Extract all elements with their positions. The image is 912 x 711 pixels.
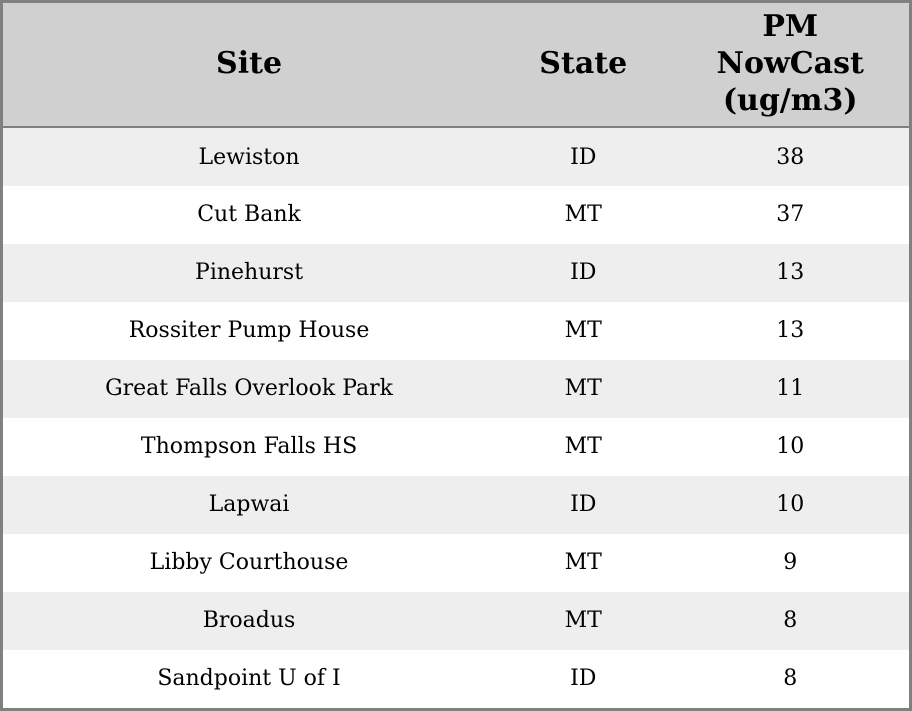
site-cell: Broadus xyxy=(202,608,296,634)
table-row: Broadus MT 8 xyxy=(1,591,911,650)
header-row: Site State PM NowCast (ug/m3) xyxy=(1,1,911,128)
pm-nowcast-cell: 11 xyxy=(776,376,805,402)
site-cell: Libby Courthouse xyxy=(149,550,349,576)
table-row: Lapwai ID 10 xyxy=(1,475,911,534)
site-cell: Pinehurst xyxy=(195,260,304,286)
table-row: Great Falls Overlook Park MT 11 xyxy=(1,359,911,418)
state-cell: MT xyxy=(564,608,602,634)
site-cell: Sandpoint U of I xyxy=(157,666,341,692)
site-cell: Lapwai xyxy=(208,492,290,518)
table-row: Libby Courthouse MT 9 xyxy=(1,533,911,592)
state-cell: ID xyxy=(570,144,597,170)
table-row: Rossiter Pump House MT 13 xyxy=(1,301,911,360)
site-cell: Rossiter Pump House xyxy=(128,318,370,344)
state-cell: MT xyxy=(564,202,602,228)
header-state: State xyxy=(495,1,672,128)
pm-nowcast-cell: 9 xyxy=(783,550,798,576)
state-cell: MT xyxy=(564,434,602,460)
header-pm-nowcast: PM NowCast (ug/m3) xyxy=(671,1,911,128)
table-header: Site State PM NowCast (ug/m3) xyxy=(1,1,911,128)
pm-nowcast-cell: 13 xyxy=(776,260,805,286)
table-row: Lewiston ID 38 xyxy=(1,127,911,186)
state-cell: MT xyxy=(564,318,602,344)
pm-nowcast-cell: 10 xyxy=(776,492,805,518)
state-cell: ID xyxy=(570,260,597,286)
pm-nowcast-cell: 13 xyxy=(776,318,805,344)
site-cell: Lewiston xyxy=(198,144,300,170)
state-cell: ID xyxy=(570,666,597,692)
table-row: Cut Bank MT 37 xyxy=(1,186,911,244)
site-cell: Thompson Falls HS xyxy=(140,434,358,460)
table-row: Pinehurst ID 13 xyxy=(1,243,911,302)
pm-nowcast-cell: 10 xyxy=(776,434,805,460)
pm-nowcast-cell: 38 xyxy=(776,144,805,170)
pm-nowcast-cell: 8 xyxy=(783,608,798,634)
pm-nowcast-cell: 8 xyxy=(783,666,798,692)
site-cell: Cut Bank xyxy=(197,202,301,228)
site-cell: Great Falls Overlook Park xyxy=(105,376,393,402)
state-cell: MT xyxy=(564,550,602,576)
state-cell: MT xyxy=(564,376,602,402)
table-body: Lewiston ID 38 Cut Bank MT 37 Pinehurst ID 13 Ros… xyxy=(1,127,911,710)
table-row: Thompson Falls HS MT 10 xyxy=(1,417,911,476)
pm-nowcast-cell: 37 xyxy=(776,202,805,228)
table-row: Sandpoint U of I ID 8 xyxy=(1,649,911,710)
state-cell: ID xyxy=(570,492,597,518)
header-site: Site xyxy=(1,1,496,128)
